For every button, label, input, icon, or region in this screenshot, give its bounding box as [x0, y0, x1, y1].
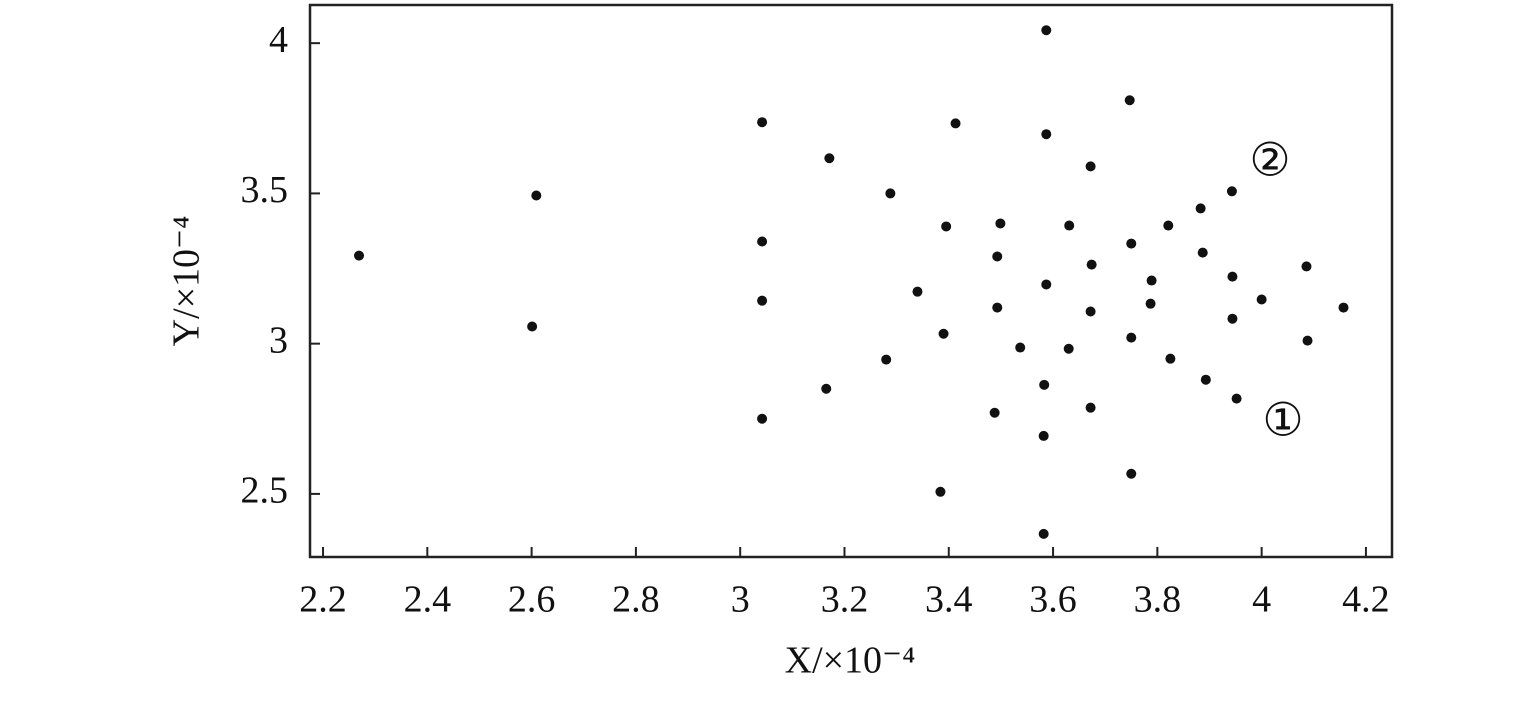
point	[1200, 374, 1211, 385]
x-tick-label: 3	[731, 579, 750, 621]
point	[1038, 528, 1049, 539]
point	[824, 153, 835, 164]
point	[1146, 275, 1157, 286]
x-tick-label: 2.2	[299, 579, 347, 621]
point	[1126, 238, 1137, 249]
point	[941, 221, 952, 232]
point	[1145, 298, 1156, 309]
point	[757, 413, 768, 424]
point	[1126, 332, 1137, 343]
point	[1338, 302, 1349, 313]
point	[1126, 468, 1137, 479]
point	[531, 190, 542, 201]
point	[1227, 313, 1238, 324]
point	[1085, 161, 1096, 172]
point	[1195, 203, 1206, 214]
point	[950, 118, 961, 129]
point	[935, 486, 946, 497]
x-tick-label: 4	[1252, 579, 1271, 621]
point	[1085, 402, 1096, 413]
x-tick-label: 2.6	[508, 579, 556, 621]
point	[757, 236, 768, 247]
point	[1041, 129, 1052, 140]
y-tick-label: 3.5	[241, 169, 289, 211]
annotation: ①	[1262, 395, 1303, 446]
x-tick-label: 3.6	[1029, 579, 1077, 621]
point	[1226, 186, 1237, 197]
point	[354, 250, 365, 261]
x-tick-label: 2.4	[404, 579, 452, 621]
point	[1227, 271, 1238, 282]
point	[881, 354, 892, 365]
point	[1039, 379, 1050, 390]
point	[1163, 220, 1174, 231]
annotation: ②	[1249, 135, 1290, 186]
x-tick-label: 4.2	[1342, 579, 1390, 621]
point	[989, 407, 1000, 418]
y-tick-label: 2.5	[241, 470, 289, 512]
x-tick-label: 3.4	[925, 579, 973, 621]
point	[1165, 353, 1176, 364]
point	[1231, 393, 1242, 404]
x-tick-label: 3.8	[1134, 579, 1182, 621]
point	[992, 302, 1003, 313]
point	[757, 295, 768, 306]
point	[1038, 430, 1049, 441]
point	[527, 321, 538, 332]
point	[1086, 259, 1097, 270]
point	[1301, 261, 1312, 272]
point	[1063, 343, 1074, 354]
point	[995, 218, 1006, 229]
point	[821, 383, 832, 394]
point	[1041, 279, 1052, 290]
y-axis-label: Y/×10⁻⁴	[166, 216, 208, 347]
point	[1256, 294, 1267, 305]
point	[1041, 25, 1052, 36]
y-tick-label: 3	[269, 319, 288, 361]
point	[1085, 306, 1096, 317]
point	[1124, 95, 1135, 106]
x-tick-label: 3.2	[821, 579, 869, 621]
plot-frame	[308, 3, 1394, 559]
point	[757, 117, 768, 128]
point	[1197, 247, 1208, 258]
point	[992, 251, 1003, 262]
x-tick-label: 2.8	[612, 579, 660, 621]
point	[1302, 335, 1313, 346]
x-axis-label: X/×10⁻⁴	[785, 640, 916, 682]
point	[1064, 220, 1075, 231]
point	[938, 328, 949, 339]
point	[1015, 342, 1026, 353]
point	[912, 286, 923, 297]
point	[885, 188, 896, 199]
y-tick-label: 4	[269, 19, 288, 61]
